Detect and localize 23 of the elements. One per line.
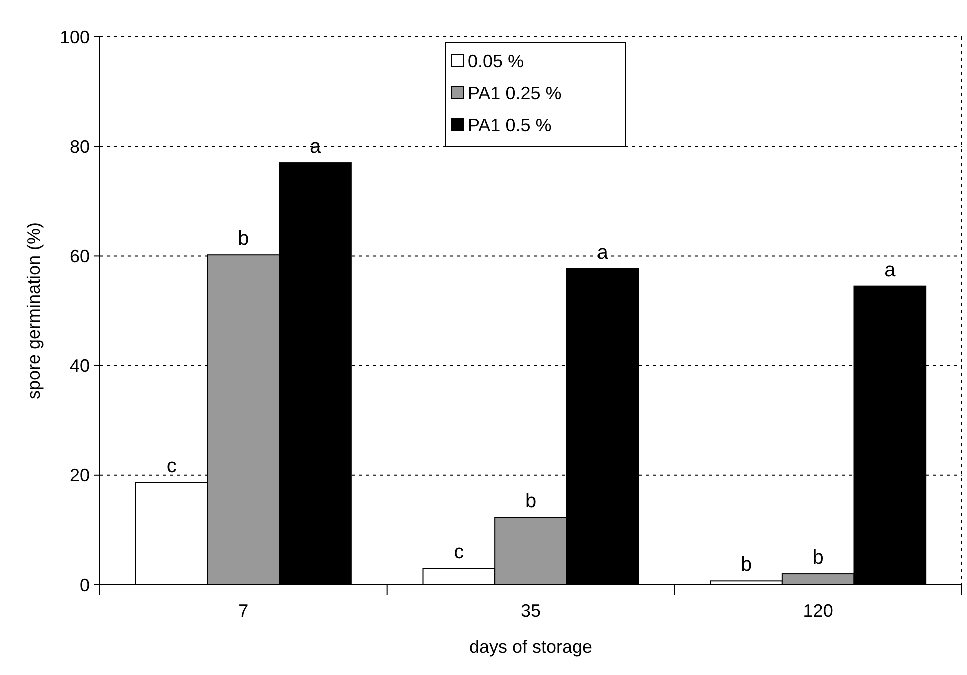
- data-label: a: [310, 136, 322, 158]
- x-axis-title: days of storage: [469, 637, 593, 657]
- x-tick-label: 7: [238, 601, 249, 621]
- data-label: a: [884, 259, 897, 282]
- data-label: b: [238, 228, 250, 250]
- legend-label: PA1 0.5 %: [468, 115, 552, 136]
- y-tick-label: 60: [70, 246, 90, 266]
- legend-label: PA1 0.25 %: [468, 83, 562, 104]
- y-tick-label: 100: [60, 27, 90, 48]
- y-tick-label: 40: [70, 356, 90, 376]
- data-label: c: [454, 542, 464, 564]
- y-tick-label: 0: [80, 575, 90, 596]
- data-label: b: [812, 547, 824, 570]
- y-tick-label: 20: [70, 466, 90, 486]
- data-label: a: [597, 242, 610, 264]
- y-tick-label: 80: [70, 136, 90, 157]
- legend-label: 0.05 %: [468, 51, 524, 72]
- x-tick-label: 120: [803, 601, 834, 621]
- y-axis-title: spore germination (%): [24, 222, 44, 400]
- x-tick-label: 35: [520, 601, 542, 621]
- data-label: c: [166, 456, 177, 478]
- data-label: b: [525, 490, 537, 513]
- data-label: b: [740, 554, 752, 576]
